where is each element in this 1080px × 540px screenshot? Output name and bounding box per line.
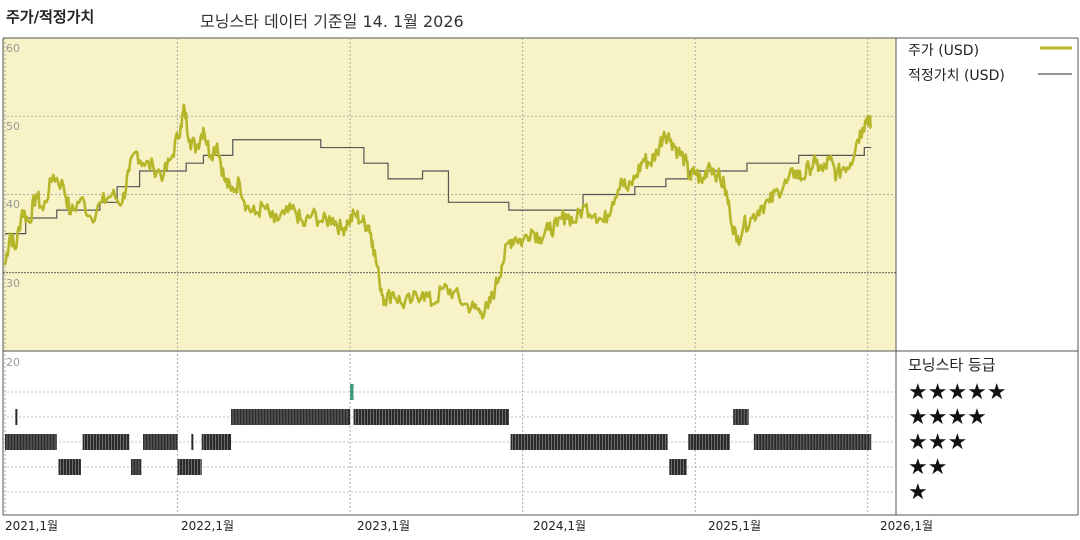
rating-segment-bar: [350, 384, 354, 400]
rating-2-stars: ★★: [908, 455, 947, 480]
rating-segment: [5, 434, 57, 450]
rating-segment: [177, 459, 202, 475]
rating-4-stars: ★★★★: [908, 405, 987, 430]
legend-price-label: 주가 (USD): [908, 43, 979, 59]
x-tick-2021: 2021,1월: [5, 519, 58, 533]
rating-segment-bar: [669, 459, 687, 475]
rating-5-stars: ★★★★★: [908, 380, 1007, 405]
rating-segment: [130, 459, 142, 475]
rating-segment: [82, 434, 130, 450]
x-tick-2026: 2026,1월: [880, 519, 933, 533]
x-tick-2023: 2023,1월: [357, 519, 410, 533]
rating-segment: [353, 409, 509, 425]
y-tick-30: 30: [6, 277, 20, 290]
price-series-line: [3, 103, 872, 320]
rating-segment: [753, 434, 872, 450]
rating-segment: [231, 409, 351, 425]
rating-1-star: ★: [908, 480, 928, 505]
legend-fairvalue-label: 적정가치 (USD): [908, 68, 1005, 84]
rating-segment: [350, 384, 354, 400]
rating-segment: [669, 459, 687, 475]
rating-segment: [143, 434, 178, 450]
rating-segment: [733, 409, 749, 425]
rating-bars: [5, 384, 872, 475]
series-layer: [3, 103, 872, 320]
x-tick-2024: 2024,1월: [533, 519, 586, 533]
rating-segment: [191, 434, 194, 450]
x-tick-2022: 2022,1월: [181, 519, 234, 533]
y-tick-60: 60: [6, 42, 20, 55]
fairvalue-series-line: [5, 139, 872, 235]
chart-title: 주가/적정가치: [6, 8, 95, 26]
rating-segment-bar: [753, 434, 872, 450]
rating-segment: [510, 434, 668, 450]
y-tick-50: 50: [6, 120, 20, 133]
x-tick-2025: 2025,1월: [708, 519, 761, 533]
rating-segment-bar: [201, 434, 232, 450]
rating-segment: [201, 434, 232, 450]
rating-segment: [15, 409, 18, 425]
rating-segment-bar: [191, 434, 194, 450]
rating-3-stars: ★★★: [908, 430, 967, 455]
rating-segment: [688, 434, 730, 450]
rating-segment-bar: [177, 459, 202, 475]
rating-segment-bar: [15, 409, 18, 425]
rating-segment-bar: [688, 434, 730, 450]
data-date-subtitle: 모닝스타 데이터 기준일 14. 1월 2026: [200, 12, 464, 31]
y-axis-labels: 60 50 40 30 20: [6, 42, 20, 369]
rating-segment-bar: [353, 409, 509, 425]
y-tick-40: 40: [6, 198, 20, 211]
rating-segment: [58, 459, 81, 475]
rating-title: 모닝스타 등급: [908, 356, 996, 374]
rating-y-tick-20: 20: [6, 356, 20, 369]
rating-segment-bar: [510, 434, 668, 450]
